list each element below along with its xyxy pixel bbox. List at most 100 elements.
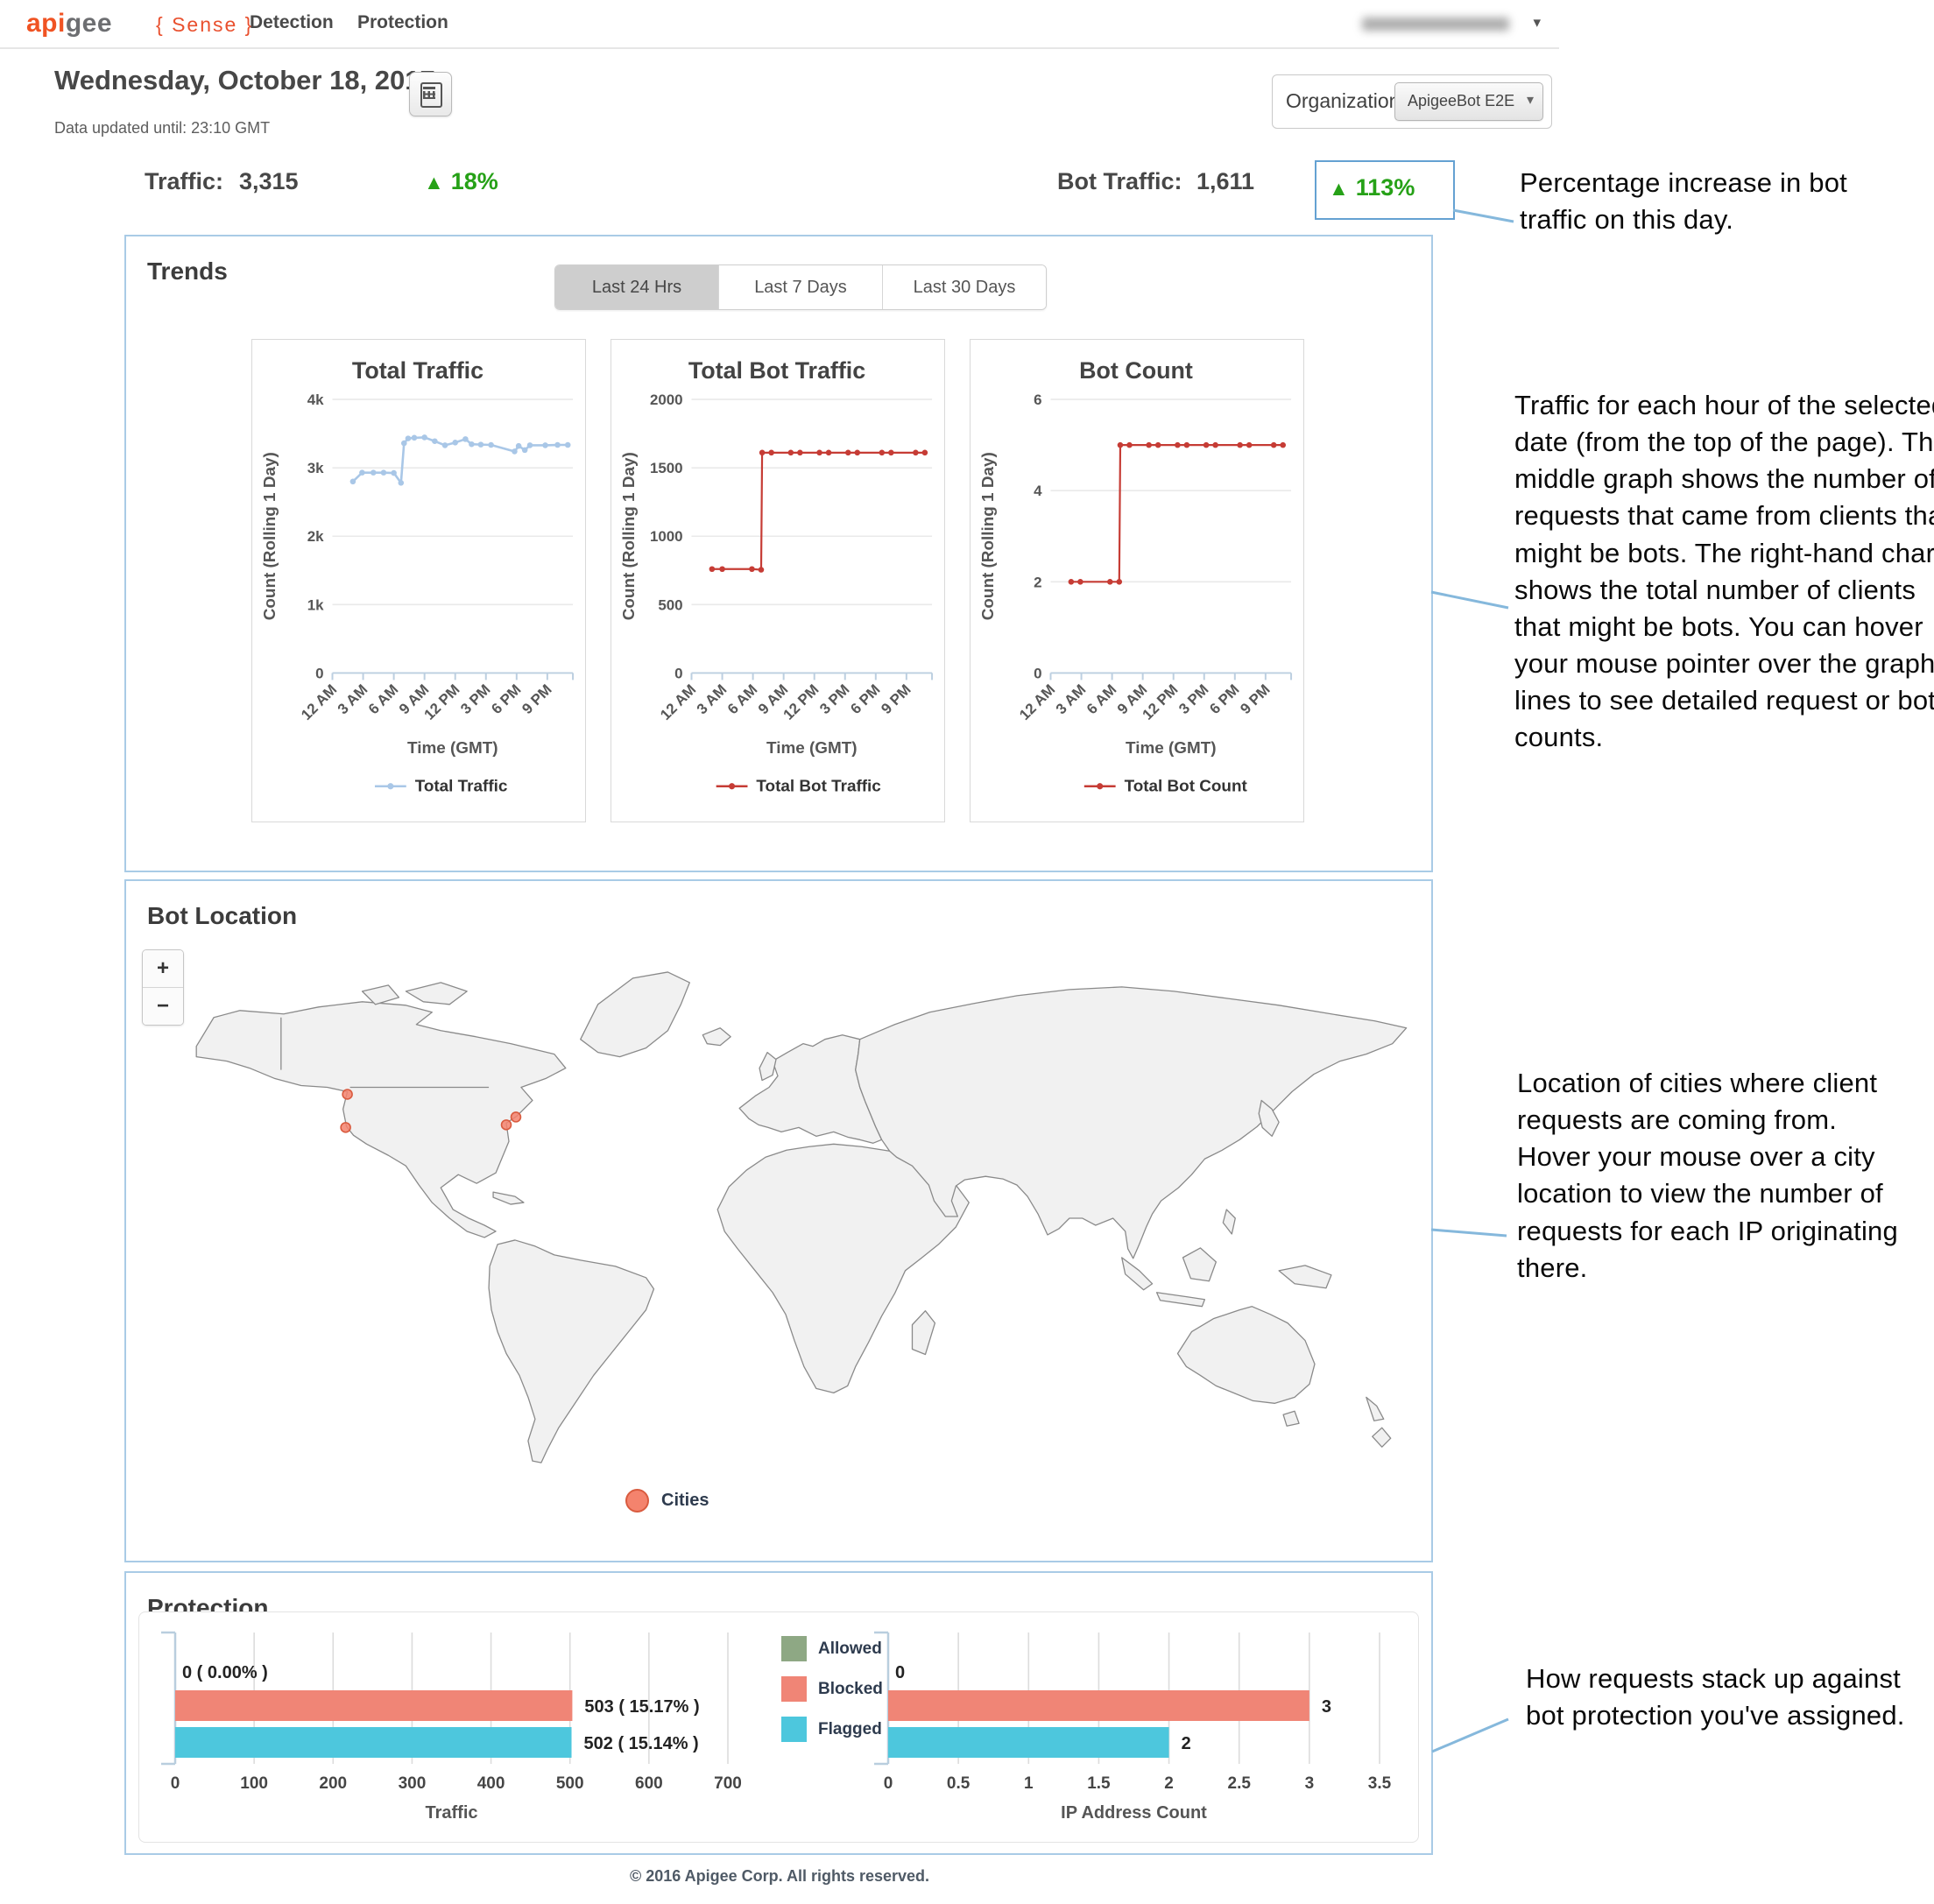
svg-text:1.5: 1.5 [1087, 1774, 1111, 1793]
page-date: Wednesday, October 18, 2017 [54, 65, 435, 95]
svg-text:Total Bot Count: Total Bot Count [1125, 778, 1248, 796]
svg-text:3 PM: 3 PM [816, 681, 852, 717]
svg-text:6 PM: 6 PM [847, 681, 883, 717]
svg-text:0: 0 [895, 1663, 905, 1682]
svg-text:IP Address Count: IP Address Count [1061, 1803, 1207, 1823]
callout-line [1452, 208, 1514, 223]
data-updated-text: Data updated until: 23:10 GMT [54, 119, 271, 137]
continent-north-america [195, 1001, 567, 1238]
svg-text:Total Bot Traffic: Total Bot Traffic [688, 357, 865, 384]
tab-last-30-days[interactable]: Last 30 Days [883, 265, 1046, 309]
svg-text:2: 2 [1182, 1734, 1191, 1753]
continent-africa [716, 1143, 970, 1394]
svg-text:12 PM: 12 PM [780, 681, 822, 723]
svg-text:3: 3 [1322, 1697, 1331, 1717]
calendar-button[interactable] [409, 72, 452, 116]
city-marker-icon [625, 1489, 649, 1513]
svg-text:6 AM: 6 AM [724, 681, 761, 718]
chevron-down-icon: ▾ [1526, 93, 1534, 108]
zoom-out-button[interactable]: − [143, 988, 183, 1025]
logo-gee: gee [65, 9, 113, 38]
bot-traffic-label: Bot Traffic: [1057, 168, 1182, 194]
bot-delta-value: 113% [1355, 174, 1415, 201]
svg-text:3 AM: 3 AM [1053, 681, 1090, 718]
cities-legend-label: Cities [661, 1491, 709, 1510]
nav-item-detection[interactable]: Detection [250, 12, 334, 32]
svg-text:2k: 2k [307, 528, 324, 545]
svg-text:0: 0 [674, 665, 682, 681]
user-menu[interactable]: ▾ [1362, 14, 1546, 35]
city-marker[interactable] [500, 1119, 512, 1131]
svg-text:0: 0 [315, 665, 323, 681]
svg-text:12 PM: 12 PM [1140, 681, 1182, 723]
svg-text:0: 0 [884, 1774, 893, 1793]
zoom-in-button[interactable]: + [143, 950, 183, 988]
svg-text:1k: 1k [307, 596, 324, 613]
svg-text:6 PM: 6 PM [488, 681, 524, 717]
trends-panel: Trends Last 24 Hrs Last 7 Days Last 30 D… [124, 235, 1433, 872]
svg-text:3 AM: 3 AM [694, 681, 731, 718]
city-marker[interactable] [510, 1111, 522, 1123]
svg-text:6: 6 [1034, 391, 1041, 408]
svg-text:1000: 1000 [650, 528, 683, 545]
world-map[interactable] [142, 956, 1412, 1491]
trends-title: Trends [147, 257, 228, 285]
bot-traffic-delta: ▲ 113% [1329, 174, 1415, 201]
tab-last-24-hrs[interactable]: Last 24 Hrs [555, 265, 719, 309]
svg-text:400: 400 [477, 1774, 505, 1793]
legend-item-allowed: Allowed [781, 1636, 883, 1661]
svg-text:3 PM: 3 PM [1175, 681, 1211, 717]
organization-select[interactable]: ApigeeBot E2E ▾ [1394, 82, 1543, 121]
city-marker[interactable] [342, 1089, 353, 1100]
svg-text:Count (Rolling 1 Day): Count (Rolling 1 Day) [979, 452, 998, 620]
greenland [580, 971, 690, 1058]
svg-text:2: 2 [1034, 574, 1041, 590]
top-nav: apigee { Sense } Detection Protection ▾ [0, 0, 1559, 49]
callout-line [1431, 1717, 1509, 1753]
svg-text:502 ( 15.14% ): 502 ( 15.14% ) [584, 1734, 699, 1753]
svg-text:503 ( 15.17% ): 503 ( 15.17% ) [584, 1697, 699, 1717]
nav-item-protection[interactable]: Protection [357, 12, 448, 32]
svg-text:3 PM: 3 PM [457, 681, 493, 717]
blocked-swatch-icon [781, 1676, 807, 1702]
svg-text:6 AM: 6 AM [365, 681, 402, 718]
svg-text:4k: 4k [307, 391, 324, 408]
svg-text:Count (Rolling 1 Day): Count (Rolling 1 Day) [261, 452, 279, 620]
total-bot-traffic-chart-box: Total Bot Traffic 0 500 1000 1500 2000 12 AM 3 … [611, 339, 945, 822]
svg-text:0: 0 [171, 1774, 180, 1793]
svg-text:2: 2 [1164, 1774, 1174, 1793]
protection-ip-count-chart[interactable]: 0 0.5 1 1.5 2 2.5 3 3.5 0 3 2 IP Address Count [865, 1622, 1425, 1832]
svg-text:3k: 3k [307, 460, 324, 476]
japan [1258, 1099, 1280, 1137]
svg-text:12 PM: 12 PM [421, 681, 463, 723]
city-marker[interactable] [340, 1122, 351, 1133]
bot-traffic-value: 1,611 [1196, 168, 1255, 194]
svg-text:Traffic: Traffic [425, 1803, 477, 1823]
svg-text:12 AM: 12 AM [1016, 681, 1058, 723]
annotation-protection: How requests stack up against bot protec… [1526, 1663, 1905, 1731]
svg-text:12 AM: 12 AM [657, 681, 699, 723]
svg-text:500: 500 [658, 596, 682, 613]
allowed-swatch-icon [781, 1636, 807, 1661]
united-kingdom [759, 1051, 777, 1082]
svg-text:1500: 1500 [650, 460, 683, 476]
user-name-redacted [1362, 18, 1509, 31]
svg-text:Time (GMT): Time (GMT) [766, 739, 858, 758]
sense-logo: { Sense } [156, 13, 254, 36]
protection-traffic-chart[interactable]: 0 100 200 300 400 500 600 700 0 ( 0.00% ) 503 ( 1… [144, 1622, 757, 1832]
tab-last-7-days[interactable]: Last 7 Days [719, 265, 883, 309]
svg-text:Total Bot Traffic: Total Bot Traffic [756, 778, 880, 796]
svg-text:Time (GMT): Time (GMT) [1126, 739, 1217, 758]
svg-text:Total Traffic: Total Traffic [415, 778, 508, 796]
svg-text:12 AM: 12 AM [298, 681, 340, 723]
apigee-logo[interactable]: apigee [26, 9, 112, 39]
svg-text:700: 700 [714, 1774, 742, 1793]
svg-text:Total Traffic: Total Traffic [352, 357, 484, 384]
svg-text:600: 600 [635, 1774, 663, 1793]
svg-text:Count (Rolling 1 Day): Count (Rolling 1 Day) [620, 452, 639, 620]
svg-text:9 PM: 9 PM [878, 681, 914, 717]
